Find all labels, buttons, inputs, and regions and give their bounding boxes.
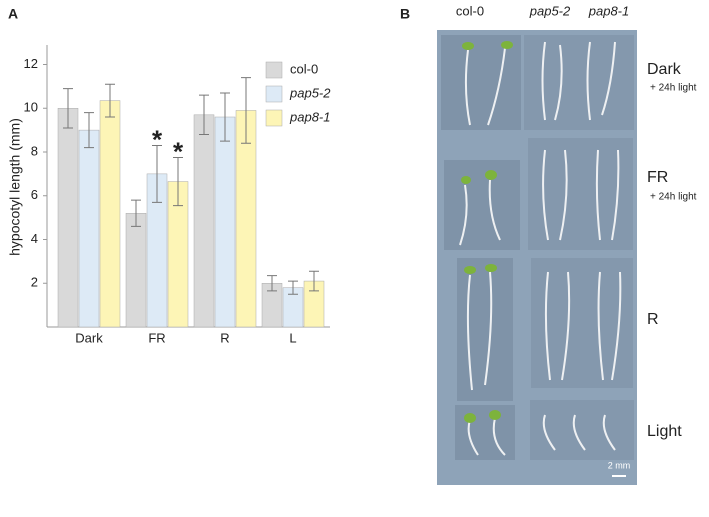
y-tick-label: 4	[31, 231, 38, 246]
error-bar	[267, 275, 277, 292]
error-bar	[131, 199, 141, 227]
legend-swatch	[265, 61, 283, 79]
legend-swatch	[265, 109, 283, 127]
photo-tile	[530, 400, 634, 460]
y-tick-label: 12	[24, 56, 38, 71]
photo-tile	[528, 138, 633, 250]
error-bar	[220, 92, 230, 142]
row-label: R	[647, 311, 659, 328]
column-label: pap5-2	[529, 3, 571, 18]
y-tick-label: 10	[24, 100, 38, 115]
photo-tile	[524, 35, 634, 130]
panel-label: B	[400, 6, 410, 22]
legend-label: pap8-1	[289, 109, 330, 124]
photo-tile	[457, 258, 513, 401]
row-label: Dark	[647, 61, 682, 78]
photo-tile	[441, 35, 521, 130]
error-bar	[241, 77, 251, 144]
error-bar	[105, 83, 115, 118]
y-tick-label: 8	[31, 143, 38, 158]
photo-panel: B 2 mm col-0 pap5-2 pap8-1 Dark + 24h li…	[400, 3, 697, 485]
cotyledons	[461, 41, 513, 423]
bar	[99, 100, 121, 328]
panel-label: A	[8, 6, 18, 22]
y-axis-label: hypocotyl length (mm)	[7, 118, 23, 256]
y-tick-label: 6	[31, 187, 38, 202]
y-tick-label: 2	[31, 275, 38, 290]
error-bar	[199, 94, 209, 135]
error-bar	[63, 88, 73, 129]
row-label: Light	[647, 423, 682, 440]
bar	[193, 114, 215, 328]
seedlings	[459, 41, 622, 456]
x-tick-label: L	[289, 330, 296, 345]
column-label: pap8-1	[588, 3, 629, 18]
bar	[214, 116, 236, 328]
error-bar	[173, 156, 183, 207]
photo-tile	[444, 160, 520, 250]
column-label: col-0	[456, 3, 484, 18]
error-bar	[288, 280, 298, 295]
legend-swatch	[265, 85, 283, 103]
row-note: + 24h light	[650, 192, 697, 203]
annotation: *	[152, 124, 163, 154]
row-label: FR	[647, 169, 668, 186]
x-tick-label: FR	[148, 330, 165, 345]
legend-label: col-0	[290, 61, 318, 76]
error-bar	[309, 270, 319, 292]
bar	[57, 108, 79, 328]
legend-label: pap5-2	[289, 85, 331, 100]
error-bar	[152, 144, 162, 203]
bar	[125, 213, 147, 328]
annotation: *	[173, 136, 184, 166]
bar	[78, 129, 100, 328]
photo-tile	[455, 405, 515, 460]
row-note: + 24h light	[650, 83, 697, 94]
scale-label: 2 mm	[608, 460, 631, 470]
x-tick-label: R	[220, 330, 229, 345]
error-bar	[84, 112, 94, 149]
x-tick-label: Dark	[75, 330, 103, 345]
